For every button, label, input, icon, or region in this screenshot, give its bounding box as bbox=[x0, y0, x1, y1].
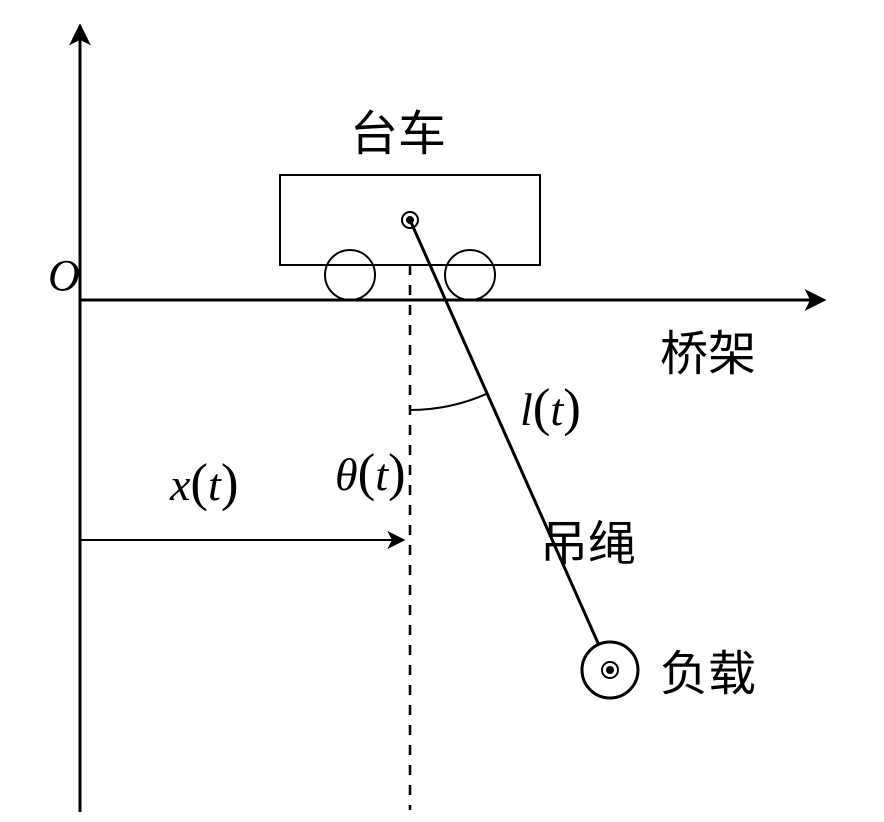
crane-diagram: O 台车桥架吊绳负载 l(t) θ(t) x(t) bbox=[0, 0, 884, 822]
label-theta-t: θ(t) bbox=[335, 444, 406, 502]
angle-arc bbox=[410, 394, 487, 410]
rope-line bbox=[410, 220, 610, 670]
trolley-wheel-right bbox=[445, 250, 495, 300]
label-l-t: l(t) bbox=[520, 379, 581, 437]
label-origin: O bbox=[48, 251, 80, 300]
label-rope: 吊绳 bbox=[540, 518, 636, 571]
trolley-wheel-left bbox=[325, 250, 375, 300]
label-x-t: x(t) bbox=[169, 454, 238, 512]
label-trolley: 台车 bbox=[350, 108, 446, 161]
label-load: 负载 bbox=[660, 648, 756, 701]
load-inner bbox=[606, 666, 614, 674]
label-bridge: 桥架 bbox=[660, 328, 756, 381]
